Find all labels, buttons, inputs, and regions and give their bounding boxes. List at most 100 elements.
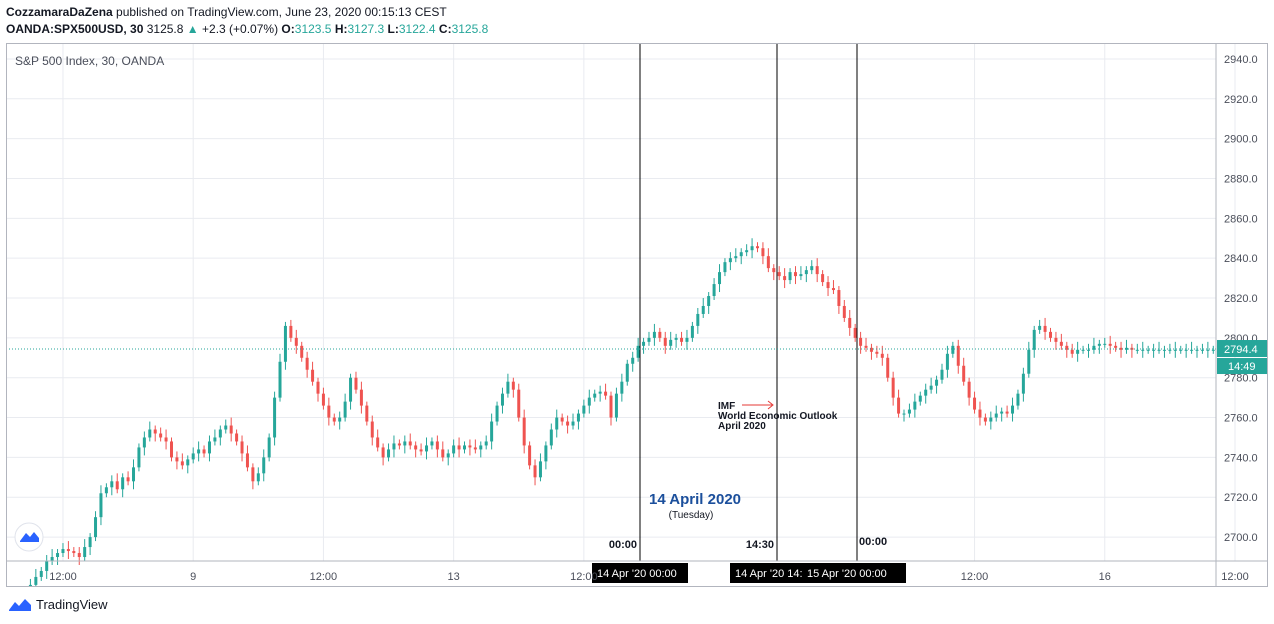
candle-body (994, 413, 998, 418)
candle-body (419, 449, 423, 452)
date-annotation-title: 14 April 2020 (649, 491, 741, 508)
time-tick-label: 9 (190, 571, 196, 583)
candle-body (446, 453, 450, 458)
candle-body (929, 385, 933, 390)
candle-body (99, 493, 103, 518)
candle-body (381, 447, 385, 458)
candle-body (229, 425, 233, 434)
candle-body (810, 266, 814, 271)
candle-body (609, 395, 613, 418)
candle-body (620, 381, 624, 394)
candle-body (544, 445, 548, 462)
candle-body (376, 437, 380, 448)
candle-body (1114, 345, 1118, 348)
candle-body (490, 421, 494, 442)
price-chart[interactable]: 00:00 14:30 00:00 14 Apr '20 00:00 14 Apr '2… (6, 43, 1268, 587)
candle-body (207, 441, 211, 454)
high-label: H: (334, 22, 348, 36)
candle-body (924, 389, 928, 396)
candle-body (517, 389, 521, 418)
candle-body (83, 547, 87, 558)
vertical-marker-label: 14:30 (746, 539, 774, 551)
candle-body (1097, 343, 1101, 346)
time-tick-label: 12:00 (961, 571, 989, 583)
time-axis[interactable]: 12:00 9 12:00 13 12:00 12:00 16 12:00 (6, 560, 1268, 583)
candle-body (142, 437, 146, 448)
last-price-label: 2794.4 (1224, 344, 1258, 356)
chart-frame (6, 43, 1268, 587)
open-value: 3123.5 (294, 22, 332, 36)
candle-body (560, 417, 564, 422)
candle-body (555, 417, 559, 430)
candle-body (848, 317, 852, 328)
candle-body (750, 246, 754, 251)
candle-body (311, 369, 315, 382)
candle-body (392, 443, 396, 450)
candle-body (403, 441, 407, 446)
candle-body (598, 391, 602, 394)
candle-body (94, 517, 98, 538)
candle-body (826, 282, 830, 289)
candle-body (251, 467, 255, 482)
candle-body (1103, 343, 1107, 345)
candle-body (945, 353, 949, 370)
candle-body (1038, 325, 1042, 330)
candle-body (104, 487, 108, 494)
candle-body (50, 557, 54, 561)
candle-body (918, 395, 922, 402)
price-tick-label: 2920.0 (1224, 94, 1258, 106)
candle-body (707, 296, 711, 306)
candle-body (256, 473, 260, 482)
price-tick-label: 2860.0 (1224, 213, 1258, 225)
candle-body (669, 339, 673, 346)
candle-body (533, 465, 537, 478)
candle-body (1211, 349, 1215, 351)
candle-body (110, 481, 114, 488)
candle-body (788, 272, 792, 281)
countdown-label: 14:49 (1228, 361, 1256, 373)
candle-body (538, 461, 542, 478)
candle-body (425, 445, 429, 452)
event-label: IMF (718, 401, 735, 412)
candle-body (115, 481, 119, 490)
price-tick-label: 2740.0 (1224, 452, 1258, 464)
open-label: O: (281, 22, 295, 36)
time-badge (802, 563, 906, 583)
publish-info: published on TradingView.com, June 23, 2… (112, 5, 447, 19)
footer-brand[interactable]: TradingView (8, 597, 108, 612)
close-label: C: (438, 22, 452, 36)
candle-body (604, 391, 608, 396)
candle-body (636, 345, 640, 358)
candle-body (452, 445, 456, 454)
candle-body (300, 345, 304, 358)
price-tick-label: 2700.0 (1224, 532, 1258, 544)
candle-body (663, 337, 667, 346)
ohlc-line: OANDA:SPX500USD, 30 3125.8 ▲ +2.3 (+0.07… (6, 22, 488, 36)
price-axis[interactable]: 2700.02720.02740.02760.02780.02800.02820… (1215, 43, 1267, 587)
candle-body (831, 288, 835, 291)
chart-title: S&P 500 Index, 30, OANDA (15, 54, 165, 68)
candle-body (1059, 341, 1063, 346)
candle-body (387, 449, 391, 458)
candle-body (777, 272, 781, 277)
candle-body (88, 537, 92, 548)
candle-body (1162, 349, 1166, 351)
candle-body (859, 337, 863, 346)
candle-body (1086, 349, 1090, 351)
candle-body (718, 272, 722, 285)
author-name[interactable]: CozzamaraDaZena (6, 5, 113, 19)
candle-body (891, 377, 895, 398)
candle-body (1108, 343, 1112, 346)
candle-body (1152, 349, 1156, 351)
candle-body (1043, 325, 1047, 332)
candle-body (267, 437, 271, 458)
candle-body (685, 337, 689, 342)
candle-body (278, 361, 282, 398)
brand-name: TradingView (36, 597, 108, 612)
candle-body (28, 584, 32, 587)
candle-body (674, 337, 678, 340)
candle-body (1054, 337, 1058, 342)
candle-body (435, 441, 439, 450)
candle-body (956, 345, 960, 366)
candle-body (962, 365, 966, 382)
